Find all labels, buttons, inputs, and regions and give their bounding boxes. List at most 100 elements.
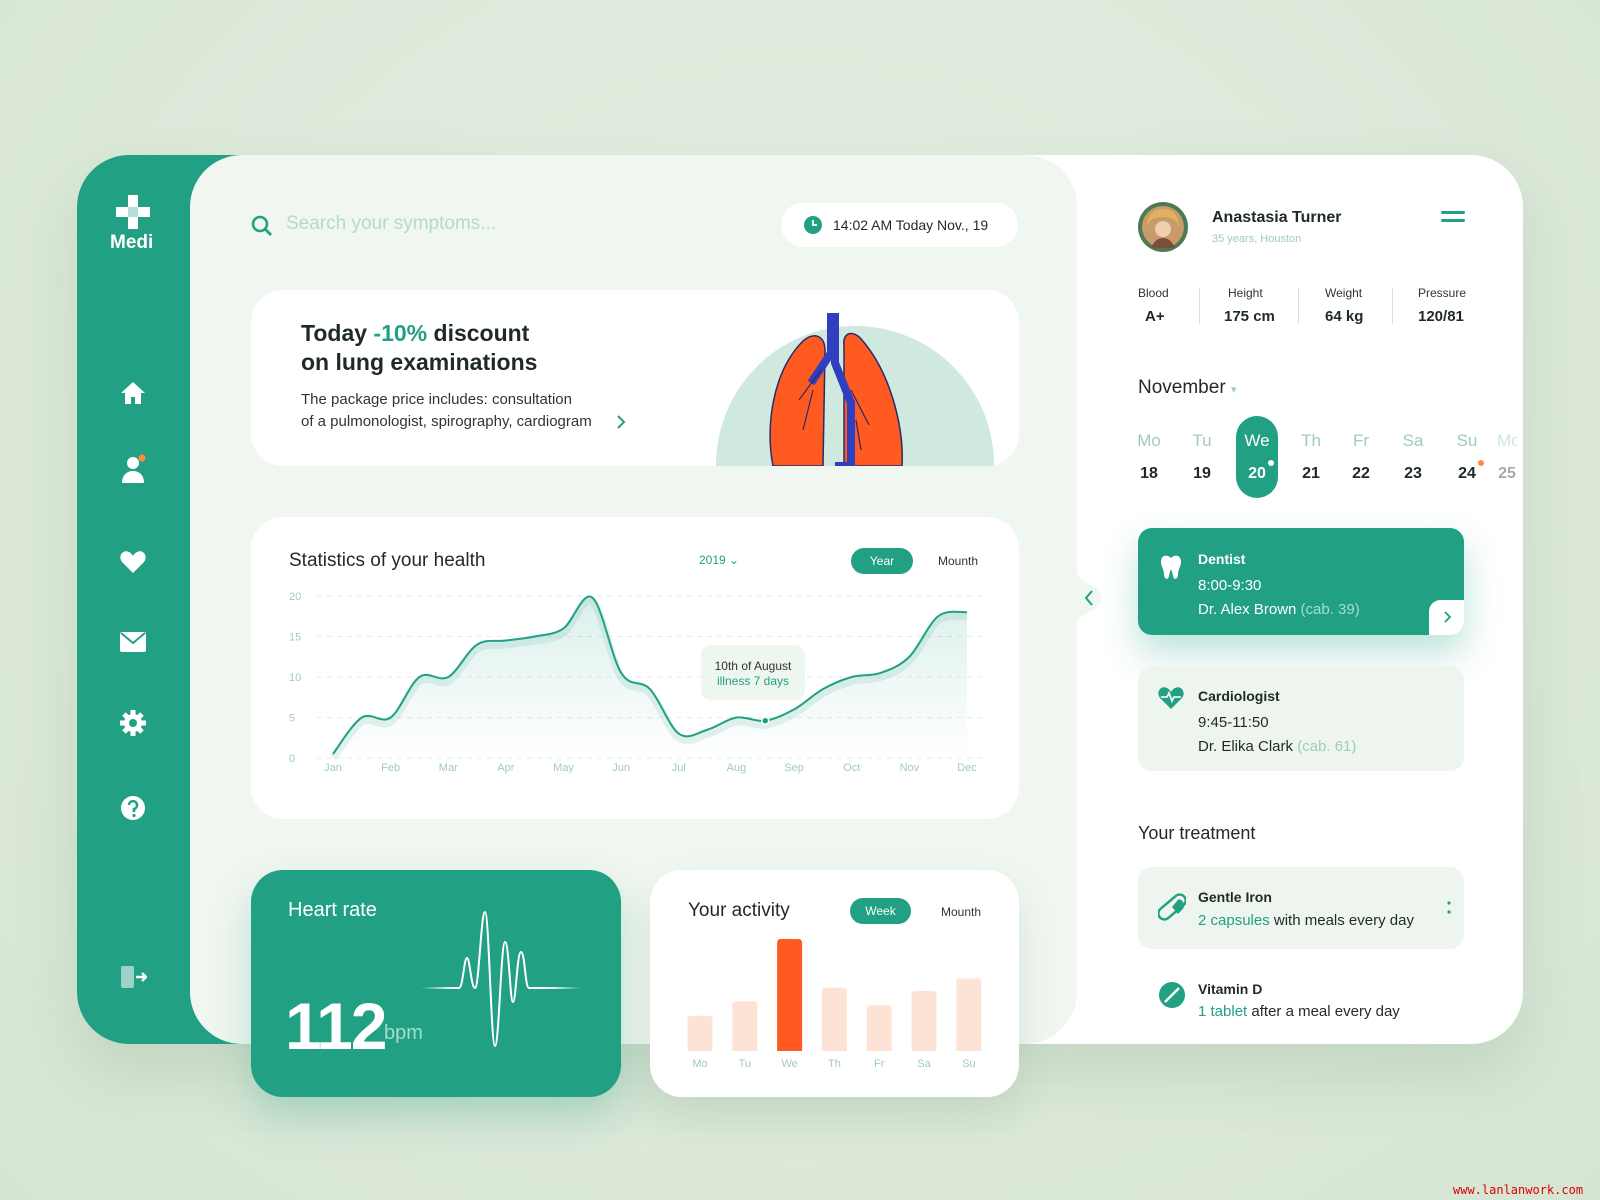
- tab[interactable]: Mounth: [938, 554, 979, 568]
- bar: [956, 978, 982, 1051]
- promo-discount: -10%: [373, 320, 428, 346]
- datetime: 14:02 AM Today Nov., 19: [833, 217, 989, 233]
- line-area: [333, 596, 967, 758]
- chart-title: Statistics of your health: [289, 550, 486, 571]
- bar: [777, 939, 803, 1051]
- stat-label: Blood: [1138, 286, 1169, 300]
- day-of-week: Mo: [1137, 431, 1161, 450]
- heart-icon: [1158, 687, 1184, 709]
- day-of-week: Fr: [1352, 431, 1370, 450]
- doctor: Dr. Elika Clark: [1198, 738, 1294, 755]
- nav-help[interactable]: [120, 795, 146, 821]
- stat-label: Height: [1228, 286, 1263, 300]
- x-tick-label: Dec: [957, 762, 977, 774]
- instructions: with meals every day: [1273, 912, 1414, 929]
- day-number: 25: [1498, 465, 1516, 482]
- y-tick-label: 0: [289, 753, 295, 765]
- x-tick-label: Mo: [692, 1058, 707, 1070]
- treatment-text: 2 capsules with meals every day: [1198, 912, 1414, 929]
- x-tick-label: Jul: [672, 762, 686, 774]
- y-tick-label: 20: [289, 591, 301, 603]
- x-tick-label: Oct: [843, 762, 860, 774]
- nav-profile[interactable]: [121, 454, 147, 484]
- treatment-card[interactable]: Gentle Iron 2 capsules with meals every …: [1138, 867, 1464, 949]
- collapse-button[interactable]: [1072, 570, 1108, 626]
- appointment-card[interactable]: Cardiologist 9:45-11:50 Dr. Elika Clark …: [1138, 666, 1464, 771]
- annotation-title: 10th of August: [714, 659, 792, 673]
- x-tick-label: Tu: [739, 1058, 751, 1070]
- x-tick-label: Sa: [917, 1058, 931, 1070]
- bar-chart: Mo Tu We Th Fr Sa Su: [687, 939, 982, 1070]
- appointment-doctor: Dr. Elika Clark (cab. 61): [1198, 738, 1356, 755]
- treatment-name: Gentle Iron: [1198, 889, 1272, 905]
- stat-label: Weight: [1325, 286, 1363, 300]
- x-tick-label: Fr: [874, 1058, 885, 1070]
- tab[interactable]: Mounth: [941, 905, 982, 919]
- calendar-month[interactable]: November ▾: [1138, 377, 1237, 398]
- appointment-title: Cardiologist: [1198, 688, 1280, 704]
- promo-text: of a pulmonologist, spirography, cardiog…: [301, 413, 592, 430]
- stat-label: Pressure: [1418, 286, 1467, 300]
- avatar[interactable]: [1137, 201, 1189, 253]
- lungs-illustration: [716, 313, 994, 466]
- line-chart: 0 5 10 15 20 Jan Feb Mar Apr May Jun Jul Aug Sep Oct No…: [289, 591, 981, 774]
- day-number: 24: [1458, 465, 1476, 482]
- day-of-week: Th: [1301, 431, 1321, 450]
- separator: [1298, 288, 1299, 324]
- search-input[interactable]: Search your symptoms...: [286, 213, 497, 234]
- appointment-time: 8:00-9:30: [1198, 577, 1262, 594]
- day-of-week: We: [1244, 431, 1270, 450]
- profile-name: Anastasia Turner: [1212, 209, 1342, 226]
- x-tick-label: Nov: [900, 762, 920, 774]
- tab-active[interactable]: Week: [850, 898, 911, 924]
- more-icon[interactable]: [1446, 900, 1452, 916]
- instructions: after a meal every day: [1251, 1003, 1400, 1020]
- day-of-week: Su: [1456, 431, 1478, 450]
- menu-icon[interactable]: [1441, 210, 1465, 226]
- activity-card: Your activity Week Mounth Mo Tu We Th Fr Sa Su: [650, 870, 1019, 1097]
- day-number: 21: [1302, 465, 1320, 482]
- line: [332, 595, 968, 755]
- promo-title: Today -10% discount: [301, 320, 529, 347]
- selected-day[interactable]: [1236, 416, 1278, 498]
- promo-card: [251, 290, 1019, 466]
- bar: [911, 990, 937, 1051]
- promo-arrow[interactable]: [615, 414, 627, 430]
- doctor: Dr. Alex Brown: [1198, 601, 1297, 618]
- appointment-card[interactable]: Dentist 8:00-9:30 Dr. Alex Brown (cab. 3…: [1138, 528, 1464, 635]
- appointment-arrow[interactable]: [1429, 600, 1464, 635]
- chart-title: Your activity: [688, 900, 790, 921]
- annotation-point: [761, 716, 770, 725]
- nav-logout[interactable]: [121, 965, 147, 989]
- annotation-text: illness 7 days: [716, 674, 790, 688]
- appointment-title: Dentist: [1198, 551, 1246, 567]
- room: (cab. 39): [1300, 601, 1360, 618]
- x-tick-label: Apr: [497, 762, 514, 774]
- y-tick-label: 10: [289, 672, 301, 684]
- promo-title-part: Today: [301, 320, 368, 346]
- appointment-time: 9:45-11:50: [1198, 714, 1269, 731]
- tooth-icon: [1161, 555, 1181, 579]
- tab-active[interactable]: Year: [851, 548, 913, 574]
- nav-settings[interactable]: [120, 710, 146, 736]
- heart-value: 112: [285, 989, 387, 1063]
- event-dot: [1478, 460, 1484, 466]
- y-tick-label: 15: [289, 632, 301, 644]
- x-tick-label: Th: [828, 1058, 841, 1070]
- year-select[interactable]: 2019 ⌄: [699, 553, 740, 567]
- heart-title: Heart rate: [288, 899, 377, 921]
- y-tick-label: 5: [289, 713, 295, 725]
- dose: 2 capsules: [1198, 912, 1270, 929]
- day-number: 22: [1352, 465, 1370, 482]
- day-number: 20: [1248, 465, 1266, 482]
- treatment-name: Vitamin D: [1198, 981, 1263, 997]
- promo-title-line: on lung examinations: [301, 349, 538, 375]
- nav-messages[interactable]: [120, 632, 146, 652]
- nav-home[interactable]: [120, 381, 146, 405]
- room: (cab. 61): [1297, 738, 1357, 755]
- treatment-title: Your treatment: [1138, 823, 1256, 843]
- bar: [821, 987, 847, 1051]
- nav-health[interactable]: [120, 550, 146, 574]
- x-tick-label: Feb: [381, 762, 400, 774]
